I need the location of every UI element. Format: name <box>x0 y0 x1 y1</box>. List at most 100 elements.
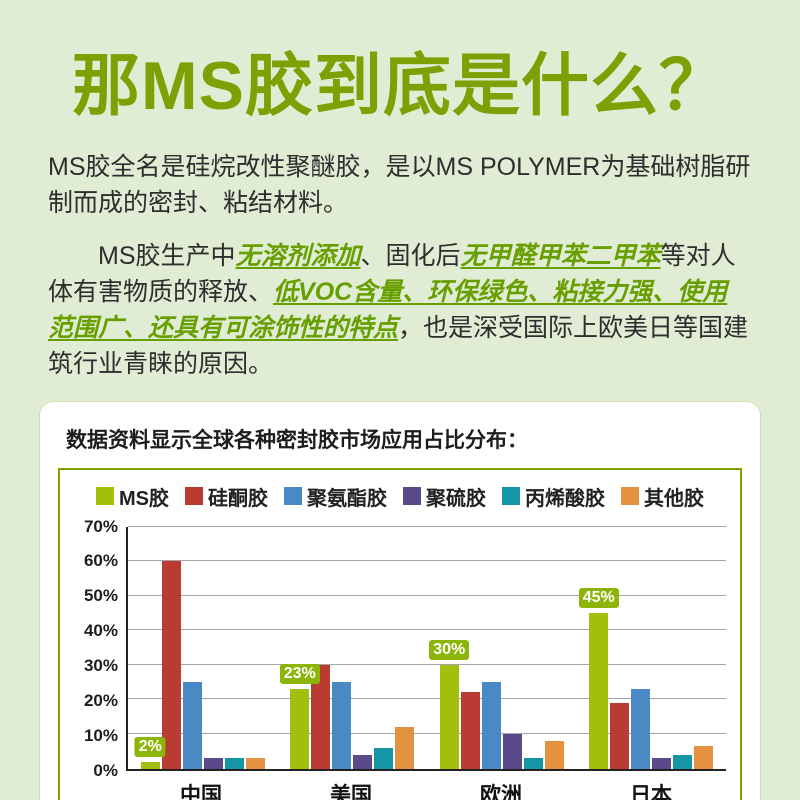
bar-slot <box>460 527 480 769</box>
legend-item: 丙烯酸胶 <box>502 482 605 511</box>
bar-group: 23% <box>278 527 428 769</box>
bar <box>353 754 373 769</box>
bar-slot <box>481 527 501 769</box>
gridline <box>128 560 726 562</box>
legend-label: 硅酮胶 <box>208 487 268 510</box>
plot-area: 2% 23% 30% 45% <box>126 525 726 771</box>
y-tick-label: 50% <box>83 586 118 606</box>
legend-item: 聚氨酯胶 <box>284 482 387 511</box>
bar <box>694 746 714 769</box>
legend-swatch <box>621 487 639 505</box>
bar-slot: 30% <box>429 527 470 769</box>
legend-swatch <box>185 487 203 505</box>
bar <box>290 689 310 769</box>
bar <box>544 740 564 769</box>
bar-slot <box>374 527 394 769</box>
chart-legend: MS胶 硅酮胶 聚氨酯胶 聚硫胶 丙烯酸胶 其他胶 <box>74 482 726 511</box>
legend-swatch <box>403 487 421 505</box>
bar-slot <box>395 527 415 769</box>
chart-card: 数据资料显示全球各种密封胶市场应用占比分布： MS胶 硅酮胶 聚氨酯胶 聚硫胶 丙烯酸胶… <box>39 400 761 800</box>
legend-swatch <box>284 487 302 505</box>
feature-highlight-text: 无溶剂添加 <box>235 241 361 270</box>
bar-slot <box>182 527 202 769</box>
y-tick-label: 40% <box>83 621 118 641</box>
x-category-label: 日本 <box>630 783 672 800</box>
y-tick-label: 10% <box>83 725 118 745</box>
gridline <box>128 629 726 631</box>
bar <box>395 727 415 769</box>
feature-highlight-text: 无甲醛甲苯二甲苯 <box>460 241 661 270</box>
y-tick-label: 0% <box>93 760 118 780</box>
bar-value-badge: 2% <box>134 736 166 757</box>
legend-swatch <box>502 487 520 505</box>
legend-label: 聚硫胶 <box>426 487 486 510</box>
x-category-label: 中国 <box>180 783 222 800</box>
bar-slot <box>245 527 265 769</box>
feature-text: 等对人体有害物质的释放、 <box>48 241 736 306</box>
legend-swatch <box>96 487 114 505</box>
bar-slot <box>631 527 651 769</box>
bar <box>140 761 160 769</box>
bar-slot <box>694 527 714 769</box>
bar-slot <box>224 527 244 769</box>
legend-item: MS胶 <box>96 482 169 511</box>
bar <box>460 692 480 769</box>
gridline <box>128 698 726 700</box>
gridline <box>128 732 726 734</box>
chart-title: 数据资料显示全球各种密封胶市场应用占比分布： <box>66 428 528 452</box>
bar-slot <box>332 527 352 769</box>
x-category-label: 美国 <box>330 783 372 800</box>
bar-group: 45% <box>577 527 727 769</box>
bar <box>245 758 265 769</box>
bar-slot <box>502 527 522 769</box>
bar <box>589 612 609 769</box>
bar-groups: 2% 23% 30% 45% <box>128 527 726 769</box>
bar <box>523 758 543 769</box>
y-axis: 70% 60% 50% 40% 30% 20% 10% 0% <box>74 517 126 780</box>
bar <box>374 747 394 769</box>
intro-paragraph: MS胶全名是硅烷改性聚醚胶，是以MS POLYMER为基础树脂研制而成的密封、粘… <box>48 153 751 218</box>
legend-label: MS胶 <box>119 487 169 510</box>
bar <box>652 758 672 769</box>
y-tick-label: 30% <box>83 655 118 675</box>
legend-label: 聚氨酯胶 <box>307 487 387 510</box>
bar-group: 30% <box>427 527 577 769</box>
feature-text: ，也是深受国际上欧美日等国建筑行业青睐的原因。 <box>48 314 749 379</box>
y-tick-label: 60% <box>83 551 118 571</box>
bar <box>332 682 352 769</box>
bar-group: 2% <box>128 527 278 769</box>
bar <box>631 689 651 769</box>
gridline <box>128 663 726 665</box>
bar-value-badge: 23% <box>279 664 320 684</box>
chart-frame: MS胶 硅酮胶 聚氨酯胶 聚硫胶 丙烯酸胶 其他胶 70% 60% 50% 40% 30% 20% 1… <box>58 467 742 800</box>
bar <box>673 754 693 769</box>
bar-value-badge: 45% <box>578 587 619 608</box>
bar-slot <box>523 527 543 769</box>
bar-slot <box>161 527 181 769</box>
bar-slot <box>544 527 564 769</box>
bar-slot: 23% <box>279 527 320 769</box>
bar-slot <box>311 527 331 769</box>
y-tick-label: 70% <box>83 516 118 536</box>
x-axis-labels: 中国 美国 欧洲 日本 <box>126 771 726 800</box>
legend-label: 丙烯酸胶 <box>525 487 605 510</box>
bar-slot <box>353 527 373 769</box>
bar-slot <box>652 527 672 769</box>
features-paragraph: MS胶生产中无溶剂添加、固化后无甲醛甲苯二甲苯等对人体有害物质的释放、低VOC含… <box>48 238 752 383</box>
bar <box>224 758 244 769</box>
bar-slot: 45% <box>578 527 619 769</box>
bar <box>610 702 630 769</box>
x-category-label: 欧洲 <box>480 783 522 800</box>
page-title: 那MS胶到底是什么？ <box>71 48 728 124</box>
bar-slot <box>203 527 223 769</box>
gridline <box>128 594 726 596</box>
bar-slot <box>673 527 693 769</box>
feature-highlight-text: 低VOC含量、环保绿色、粘接力强、使用范围广、还具有可涂饰性的特点 <box>48 277 728 342</box>
plot-row: 70% 60% 50% 40% 30% 20% 10% 0% 2% 23% 30% 45% <box>74 517 726 780</box>
bar <box>311 664 331 769</box>
gridline <box>128 525 726 527</box>
y-tick-label: 20% <box>83 690 118 710</box>
bar <box>481 682 501 769</box>
legend-item: 聚硫胶 <box>403 482 486 511</box>
